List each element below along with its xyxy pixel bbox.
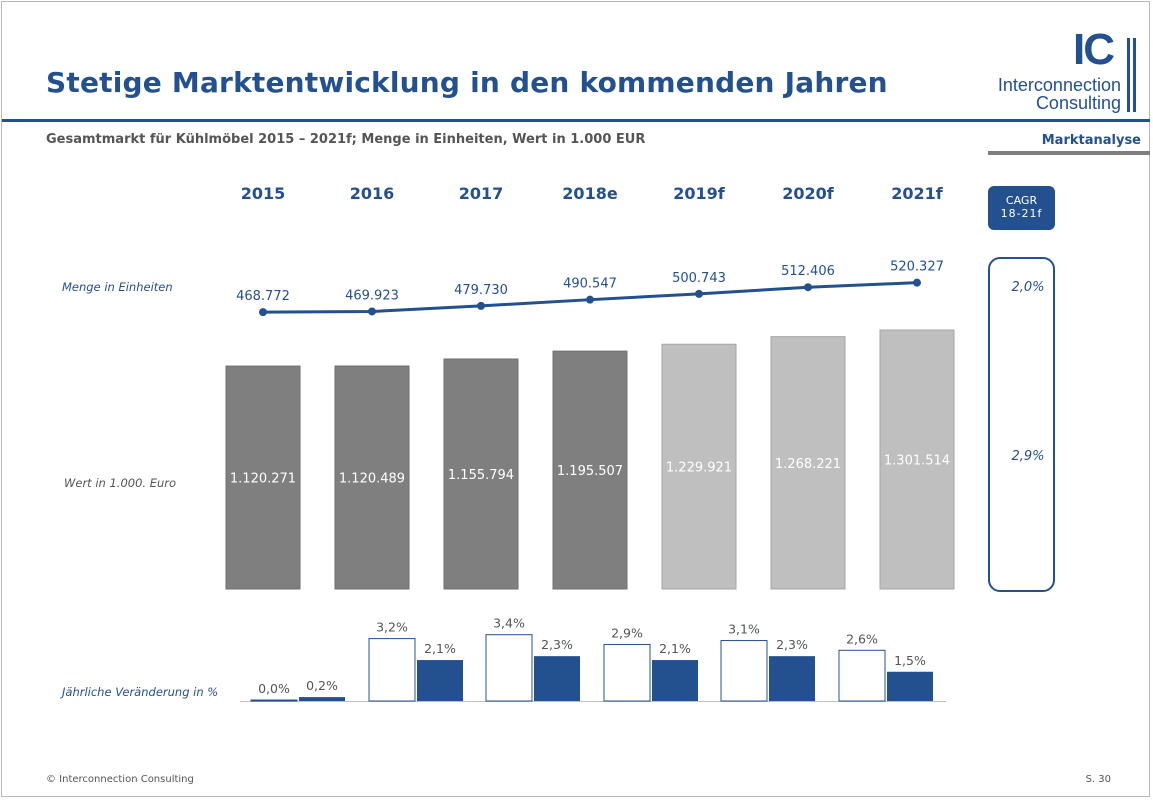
section-rule <box>988 151 1150 155</box>
wert-data-label: 1.120.271 <box>230 472 296 487</box>
change-bar-wert <box>720 640 768 702</box>
change-label-menge: 2,1% <box>424 641 456 656</box>
menge-data-label: 512.406 <box>781 264 835 279</box>
change-label-wert: 2,9% <box>611 625 643 640</box>
change-bar-menge <box>769 656 815 701</box>
wert-data-label: 1.195.507 <box>557 464 623 479</box>
wert-bar <box>770 336 846 590</box>
cagr-menge-value: 2,0% <box>1011 280 1045 295</box>
wert-data-label: 1.155.794 <box>448 468 514 483</box>
logo-text-line2: Consulting <box>1035 93 1121 113</box>
wert-bar <box>661 343 737 590</box>
menge-point <box>695 289 703 298</box>
year-label: 2016 <box>349 184 395 203</box>
row-label-wert: Wert in 1.000. Euro <box>64 476 177 490</box>
menge-data-label: 469.923 <box>345 288 399 303</box>
menge-point <box>586 295 594 304</box>
logo-text-line1: Interconnection <box>997 75 1121 95</box>
cagr-badge: CAGR 18-21f <box>988 186 1055 230</box>
section-label: Marktanalyse <box>1041 133 1141 148</box>
change-bar-menge <box>652 660 698 701</box>
change-bar-menge <box>887 671 933 701</box>
change-label-wert: 3,1% <box>728 622 760 637</box>
change-bar-wert <box>838 649 886 702</box>
change-label-menge: 1,5% <box>894 653 926 668</box>
wert-data-label: 1.268.221 <box>775 457 841 472</box>
wert-bar <box>334 365 410 590</box>
change-label-menge: 0,2% <box>306 678 338 693</box>
menge-data-label: 500.743 <box>672 271 726 286</box>
menge-point <box>477 301 485 310</box>
cagr-wert-value: 2,9% <box>1011 449 1045 464</box>
change-label-menge: 2,1% <box>659 641 691 656</box>
wert-data-label: 1.301.514 <box>884 454 950 469</box>
cagr-label-line1: CAGR <box>1005 194 1038 207</box>
year-label: 2020f <box>782 184 834 203</box>
change-label-wert: 3,2% <box>376 620 408 635</box>
change-label-menge: 2,3% <box>541 637 573 652</box>
change-label-menge: 2,3% <box>776 637 808 652</box>
menge-data-label: 520.327 <box>890 260 944 275</box>
menge-data-label: 468.772 <box>236 289 290 304</box>
year-label: 2019f <box>673 184 725 203</box>
change-bar-menge <box>417 660 463 701</box>
menge-data-label: 490.547 <box>563 277 617 292</box>
menge-point <box>804 283 812 292</box>
change-label-wert: 3,4% <box>493 616 525 631</box>
change-bar-wert <box>603 643 651 702</box>
title-rule <box>2 119 1150 122</box>
menge-point <box>368 307 376 316</box>
logo-bar <box>1127 38 1130 112</box>
wert-data-label: 1.229.921 <box>666 461 732 476</box>
year-label: 2018e <box>562 184 618 203</box>
logo-mark: IC <box>1073 25 1115 74</box>
menge-point <box>913 278 921 287</box>
change-bar-menge <box>534 656 580 701</box>
footer-copyright: © Interconnection Consulting <box>46 774 194 785</box>
wert-bar <box>443 358 519 590</box>
row-label-menge: Menge in Einheiten <box>62 280 173 294</box>
year-label: 2015 <box>240 184 286 203</box>
wert-bar <box>879 329 955 590</box>
year-label: 2017 <box>458 184 504 203</box>
wert-data-label: 1.120.489 <box>339 472 405 487</box>
cagr-box <box>988 257 1055 592</box>
change-label-wert: 0,0% <box>258 681 290 696</box>
row-label-change: Jährliche Veränderung in % <box>62 685 219 699</box>
change-bar-wert <box>485 634 533 702</box>
year-label: 2021f <box>891 184 943 203</box>
wert-bar <box>552 350 628 590</box>
page-title: Stetige Marktentwicklung in den kommende… <box>46 66 888 99</box>
menge-data-label: 479.730 <box>454 283 508 298</box>
cagr-label-line2: 18-21f <box>1000 207 1043 220</box>
chart-subtitle: Gesamtmarkt für Kühlmöbel 2015 – 2021f; … <box>46 132 646 147</box>
footer-page-number: S. 30 <box>1085 774 1111 785</box>
logo-bar <box>1133 38 1136 112</box>
wert-bar <box>225 365 301 590</box>
menge-point <box>259 308 267 317</box>
change-bar-wert <box>368 638 416 702</box>
change-label-wert: 2,6% <box>846 631 878 646</box>
change-bar-wert <box>250 699 298 702</box>
change-bar-menge <box>299 697 345 701</box>
